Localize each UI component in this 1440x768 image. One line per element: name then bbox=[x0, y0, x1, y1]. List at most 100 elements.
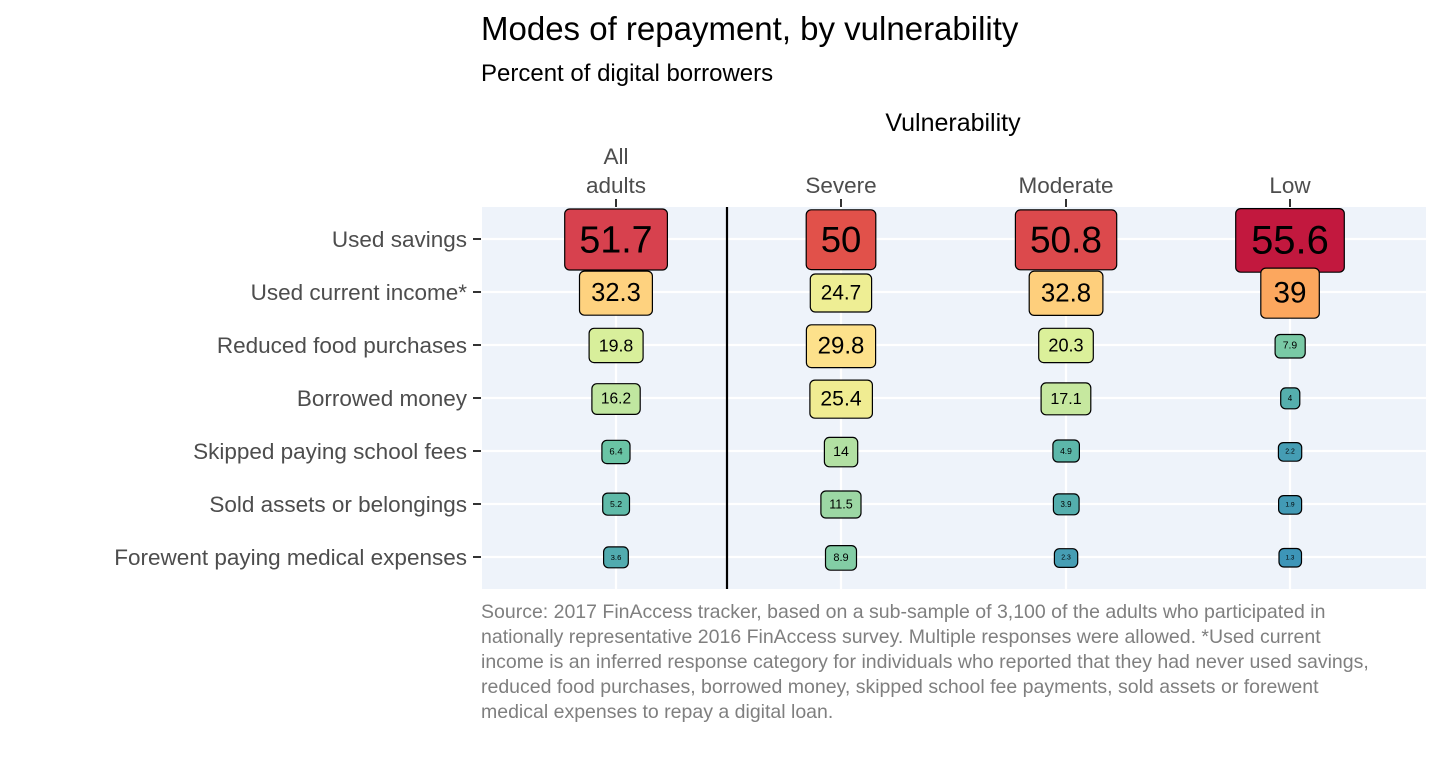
value-label: 16.2 bbox=[591, 383, 641, 416]
value-box bbox=[578, 270, 654, 316]
value-box bbox=[591, 383, 641, 416]
value-box bbox=[1028, 270, 1104, 317]
value-label: 32.3 bbox=[578, 270, 654, 316]
value-label: 5.2 bbox=[602, 492, 631, 516]
value-text: 24.7 bbox=[821, 281, 861, 304]
row-label: Forewent paying medical expenses bbox=[114, 545, 467, 570]
source-caption: Source: 2017 FinAccess tracker, based on… bbox=[481, 601, 1369, 723]
value-text: 29.8 bbox=[818, 333, 865, 360]
value-box bbox=[1277, 495, 1303, 515]
value-box bbox=[1052, 493, 1080, 516]
row-labels: Used savings Used current income* Reduced … bbox=[114, 227, 481, 570]
row-label: Reduced food purchases bbox=[217, 333, 467, 358]
column-label-all: All bbox=[603, 144, 628, 169]
value-label: 39 bbox=[1260, 267, 1320, 319]
value-text: 3.9 bbox=[1061, 500, 1073, 509]
value-box bbox=[1260, 267, 1320, 319]
value-label: 7.9 bbox=[1274, 333, 1306, 359]
value-box bbox=[1040, 382, 1092, 416]
value-label: 32.8 bbox=[1028, 270, 1104, 317]
value-text: 4.9 bbox=[1060, 446, 1072, 456]
value-box bbox=[809, 273, 873, 313]
value-box bbox=[588, 327, 644, 364]
value-label: 55.6 bbox=[1235, 208, 1345, 273]
column-label-all: adults bbox=[586, 173, 646, 198]
value-label: 50 bbox=[805, 209, 877, 271]
value-box bbox=[1277, 442, 1303, 462]
column-label-severe: Severe bbox=[805, 173, 876, 198]
value-labels: 51.7 50 50.8 55.6 32.3 24.7 32.8 39 19.8 29.8 20.3… bbox=[564, 208, 1345, 571]
value-box bbox=[1274, 333, 1306, 359]
chart-title: Modes of repayment, by vulnerability bbox=[481, 10, 1019, 47]
value-text: 32.8 bbox=[1041, 279, 1091, 307]
value-box bbox=[1278, 547, 1303, 568]
value-box bbox=[602, 546, 629, 569]
value-text: 1.9 bbox=[1285, 501, 1295, 508]
value-box bbox=[602, 492, 631, 516]
value-label: 4 bbox=[1280, 387, 1301, 410]
value-text: 7.9 bbox=[1283, 341, 1298, 352]
value-text: 51.7 bbox=[579, 219, 652, 261]
value-text: 11.5 bbox=[829, 498, 853, 512]
value-box bbox=[823, 436, 859, 468]
column-label-low: Low bbox=[1269, 173, 1311, 198]
value-text: 50 bbox=[821, 219, 862, 260]
value-label: 2.2 bbox=[1277, 442, 1303, 462]
value-box bbox=[824, 544, 858, 571]
value-box bbox=[805, 209, 877, 271]
row-label: Skipped paying school fees bbox=[193, 439, 467, 464]
value-text: 4 bbox=[1288, 394, 1293, 403]
value-label: 25.4 bbox=[809, 379, 874, 419]
value-text: 6.4 bbox=[609, 446, 622, 457]
value-label: 1.9 bbox=[1277, 495, 1303, 515]
row-label: Borrowed money bbox=[297, 386, 468, 411]
x-group-label: Vulnerability bbox=[885, 109, 1021, 137]
value-box bbox=[1053, 548, 1079, 569]
value-box bbox=[564, 208, 669, 271]
value-box bbox=[1280, 387, 1301, 410]
value-label: 4.9 bbox=[1052, 439, 1081, 463]
value-text: 19.8 bbox=[599, 335, 634, 355]
value-text: 32.3 bbox=[591, 279, 641, 307]
chart-plot: Vulnerability All adults Severe Moderate Low… bbox=[114, 109, 1426, 589]
value-label: 50.8 bbox=[1014, 209, 1118, 271]
value-label: 14 bbox=[823, 436, 859, 468]
row-label: Used current income* bbox=[251, 280, 468, 305]
value-label: 11.5 bbox=[820, 490, 862, 519]
value-label: 24.7 bbox=[809, 273, 873, 313]
value-text: 25.4 bbox=[820, 388, 861, 411]
value-text: 2.2 bbox=[1285, 448, 1295, 455]
row-label: Sold assets or belongings bbox=[209, 492, 467, 517]
chart-subtitle: Percent of digital borrowers bbox=[481, 60, 774, 87]
value-text: 14 bbox=[833, 444, 849, 460]
value-label: 17.1 bbox=[1040, 382, 1092, 416]
value-label: 3.9 bbox=[1052, 493, 1080, 516]
value-label: 6.4 bbox=[601, 439, 631, 465]
value-text: 39 bbox=[1273, 277, 1306, 310]
value-box bbox=[601, 439, 631, 465]
value-text: 16.2 bbox=[601, 391, 631, 408]
value-text: 55.6 bbox=[1251, 218, 1329, 262]
value-label: 51.7 bbox=[564, 208, 669, 271]
value-box bbox=[809, 379, 874, 419]
value-box bbox=[1038, 327, 1094, 364]
row-label: Used savings bbox=[332, 227, 467, 252]
value-text: 8.9 bbox=[833, 552, 848, 564]
value-box bbox=[1052, 439, 1081, 463]
value-label: 1.3 bbox=[1278, 547, 1303, 568]
value-text: 20.3 bbox=[1048, 336, 1083, 356]
value-text: 17.1 bbox=[1050, 390, 1081, 408]
value-text: 1.3 bbox=[1286, 554, 1295, 561]
value-label: 19.8 bbox=[588, 327, 644, 364]
value-label: 3.6 bbox=[602, 546, 629, 569]
value-label: 29.8 bbox=[805, 324, 877, 369]
value-label: 2.3 bbox=[1053, 548, 1079, 569]
value-text: 2.3 bbox=[1061, 554, 1071, 561]
value-label: 20.3 bbox=[1038, 327, 1094, 364]
value-box bbox=[1014, 209, 1118, 271]
value-text: 3.6 bbox=[611, 553, 622, 562]
value-box bbox=[805, 324, 877, 369]
value-label: 8.9 bbox=[824, 544, 858, 571]
column-labels: All adults Severe Moderate Low bbox=[586, 144, 1311, 207]
value-text: 50.8 bbox=[1030, 219, 1102, 260]
